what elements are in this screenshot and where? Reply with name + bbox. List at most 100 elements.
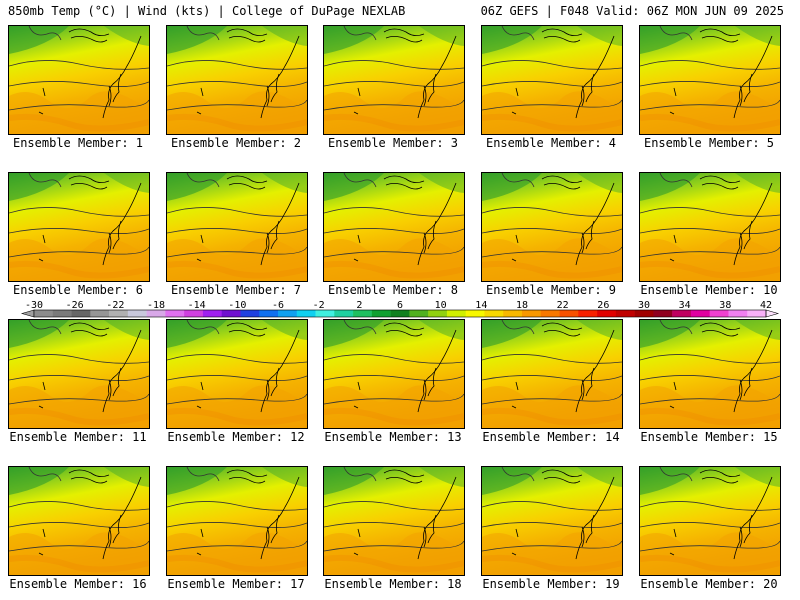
ensemble-panel-12 [166,319,308,429]
map-field [640,320,780,428]
ensemble-member-label: Ensemble Member: 5 [643,136,775,150]
ensemble-member-label: Ensemble Member: 2 [170,136,302,150]
chart-title: 850mb Temp (°C) | Wind (kts) | College o… [8,4,406,18]
colorbar-segment [578,310,598,317]
colorbar-segment [52,310,72,317]
ensemble-panel-3 [323,25,465,135]
ensemble-panel-2 [166,25,308,135]
colorbar-segment [202,310,222,317]
colorbar-segment [465,310,485,317]
colorbar-segment [615,310,635,317]
colorbar-segment [34,310,54,317]
colorbar-segment [390,310,410,317]
colorbar-tick-label: -14 [188,300,206,311]
map-field [167,26,307,134]
colorbar-segment [540,310,560,317]
map-field [9,320,149,428]
ensemble-member-label: Ensemble Member: 1 [12,136,144,150]
colorbar-segment [747,310,767,317]
colorbar-segment [109,310,129,317]
colorbar-segment [315,310,335,317]
colorbar-tick-label: 30 [638,300,650,311]
ensemble-panel-18 [323,466,465,576]
map-field [167,173,307,281]
ensemble-panel-13 [323,319,465,429]
colorbar-segment [503,310,523,317]
colorbar-tick-label: 18 [516,300,528,311]
temperature-colorbar: -30 -26 -22 -18 -14 -10 -6 -2 2 6 10 14 18 22 26 30 34 38… [20,300,780,318]
map-field [640,467,780,575]
colorbar-segment [522,310,542,317]
colorbar-segment [409,310,429,317]
ensemble-member-label: Ensemble Member: 7 [170,283,302,297]
colorbar-tick-label: 6 [397,300,403,311]
colorbar-segment [127,310,147,317]
colorbar-tick-label: 22 [557,300,569,311]
map-field [324,467,464,575]
colorbar-segment [428,310,448,317]
ensemble-member-label: Ensemble Member: 14 [482,430,620,444]
colorbar-tick-label: -26 [66,300,84,311]
colorbar-segment [165,310,185,317]
colorbar-tick-label: 34 [679,300,691,311]
ensemble-member-label: Ensemble Member: 12 [167,430,305,444]
colorbar-segment [634,310,654,317]
colorbar-tick-label: -6 [272,300,284,311]
ensemble-panel-16 [8,466,150,576]
map-field [640,26,780,134]
map-field [9,26,149,134]
map-field [482,467,622,575]
colorbar-segment [146,310,166,317]
colorbar-segment [690,310,710,317]
colorbar-tick-label: -18 [147,300,165,311]
colorbar-tick-label: 10 [435,300,447,311]
map-field [167,467,307,575]
ensemble-member-label: Ensemble Member: 4 [485,136,617,150]
colorbar-segment [90,310,110,317]
ensemble-member-label: Ensemble Member: 6 [12,283,144,297]
ensemble-member-label: Ensemble Member: 10 [640,283,778,297]
ensemble-panel-19 [481,466,623,576]
colorbar-tick-label: -22 [106,300,124,311]
colorbar-tick-label: 14 [475,300,487,311]
ensemble-member-label: Ensemble Member: 17 [167,577,305,591]
ensemble-panel-14 [481,319,623,429]
map-field [167,320,307,428]
colorbar-tick-label: 2 [356,300,362,311]
ensemble-member-label: Ensemble Member: 11 [9,430,147,444]
run-info: 06Z GEFS | F048 Valid: 06Z MON JUN 09 20… [480,4,784,18]
ensemble-panel-15 [639,319,781,429]
ensemble-member-label: Ensemble Member: 16 [9,577,147,591]
colorbar-segment [484,310,504,317]
colorbar-segment [184,310,204,317]
colorbar-tick-label: 26 [597,300,609,311]
colorbar-tick-label: -30 [25,300,43,311]
ensemble-member-label: Ensemble Member: 20 [640,577,778,591]
colorbar-segment [353,310,373,317]
ensemble-panel-11 [8,319,150,429]
map-field [482,173,622,281]
ensemble-panel-17 [166,466,308,576]
colorbar-segment [559,310,579,317]
colorbar-tick-label: 42 [760,300,772,311]
ensemble-panel-4 [481,25,623,135]
colorbar-tick-label: -10 [228,300,246,311]
colorbar-left-arrow [20,309,35,318]
colorbar-segment [597,310,617,317]
map-field [640,173,780,281]
ensemble-member-label: Ensemble Member: 15 [640,430,778,444]
map-field [324,320,464,428]
ensemble-panel-7 [166,172,308,282]
ensemble-panel-5 [639,25,781,135]
colorbar-tick-label: 38 [719,300,731,311]
map-field [9,467,149,575]
map-field [324,173,464,281]
colorbar-segment [296,310,316,317]
map-field [482,26,622,134]
ensemble-panel-6 [8,172,150,282]
colorbar-segment [221,310,241,317]
colorbar-segment [672,310,692,317]
ensemble-member-label: Ensemble Member: 19 [482,577,620,591]
colorbar-segment [71,310,91,317]
ensemble-panel-10 [639,172,781,282]
